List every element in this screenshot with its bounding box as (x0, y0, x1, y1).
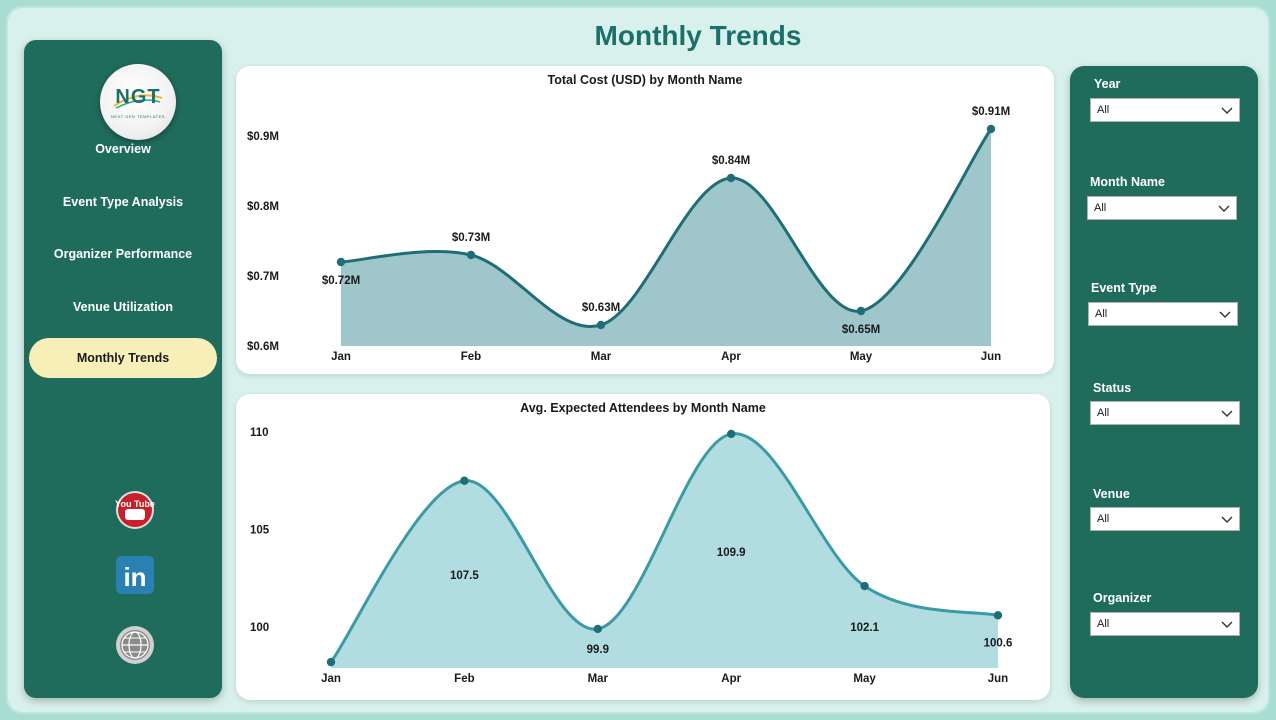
youtube-icon[interactable]: You Tube (115, 490, 155, 530)
nav-item-monthly-trends[interactable]: Monthly Trends (29, 338, 217, 378)
filter-label-organizer: Organizer (1093, 591, 1152, 605)
data-point-jun (993, 611, 1003, 620)
y-tick-label: 100 (250, 622, 269, 634)
x-tick-label-apr: Apr (721, 351, 741, 363)
globe-icon[interactable] (115, 625, 155, 665)
x-tick-label-mar: Mar (591, 351, 612, 363)
nav-item-organizer-performance[interactable]: Organizer Performance (53, 247, 193, 261)
organizer-dropdown[interactable]: All (1090, 612, 1240, 636)
data-point-may (860, 581, 869, 591)
attendees-chart-card: Avg. Expected Attendees by Month Name 11… (236, 394, 1050, 700)
data-label-apr: $0.84M (712, 155, 750, 167)
data-label-jan: $0.72M (322, 275, 360, 287)
nav-item-event-type-analysis[interactable]: Event Type Analysis (62, 195, 184, 209)
page-title: Monthly Trends (594, 20, 802, 51)
x-tick-label-jan: Jan (321, 673, 341, 685)
event-type-dropdown-value: All (1095, 308, 1108, 320)
y-tick-label: $0.8M (247, 201, 279, 213)
chevron-down-icon (1221, 516, 1233, 523)
area-fill (331, 433, 998, 668)
data-label-feb: $0.73M (452, 232, 490, 244)
attendees-chart-title: Avg. Expected Attendees by Month Name (520, 401, 766, 415)
chevron-down-icon (1221, 410, 1233, 417)
status-dropdown[interactable]: All (1090, 401, 1240, 425)
linkedin-label: in (123, 562, 146, 592)
filter-label-venue: Venue (1093, 487, 1130, 501)
x-tick-label-may: May (853, 673, 876, 685)
y-tick-label: $0.9M (247, 131, 279, 143)
data-point-feb (460, 476, 469, 485)
data-label-mar: 99.9 (587, 644, 609, 656)
y-tick-label: $0.7M (247, 271, 279, 283)
data-point-jan (326, 657, 336, 667)
logo-swoosh-icon (113, 94, 163, 109)
organizer-dropdown-value: All (1097, 618, 1110, 630)
x-tick-label-jun: Jun (988, 673, 1008, 685)
x-tick-label-feb: Feb (454, 673, 474, 685)
logo-text: NGT (115, 86, 161, 108)
venue-dropdown-value: All (1097, 513, 1110, 525)
chevron-down-icon (1219, 311, 1231, 318)
month-name-dropdown[interactable]: All (1087, 196, 1237, 220)
y-tick-label: $0.6M (247, 341, 279, 353)
cost-chart-title: Total Cost (USD) by Month Name (547, 73, 743, 87)
cost-chart-card: Total Cost (USD) by Month Name $0.9M $0.8… (236, 66, 1054, 374)
linkedin-icon[interactable]: in (115, 555, 155, 595)
filter-label-month-name: Month Name (1090, 175, 1165, 189)
status-dropdown-value: All (1097, 407, 1110, 419)
data-point-jun (986, 124, 996, 134)
data-label-jun: $0.91M (972, 106, 1010, 118)
year-dropdown-value: All (1097, 104, 1110, 116)
data-point-jan (336, 257, 346, 267)
x-tick-label-jan: Jan (331, 351, 351, 363)
data-label-apr: 109.9 (717, 547, 746, 559)
event-type-dropdown[interactable]: All (1088, 302, 1238, 326)
data-label-mar: $0.63M (582, 302, 620, 314)
nav-item-overview[interactable]: Overview (95, 142, 151, 156)
filter-label-status: Status (1093, 381, 1132, 395)
youtube-badge (125, 509, 145, 520)
nav-item-venue-utilization[interactable]: Venue Utilization (72, 300, 173, 314)
data-point-may (856, 306, 866, 316)
data-label-may: $0.65M (842, 324, 880, 336)
x-tick-label-mar: Mar (588, 673, 609, 685)
chevron-down-icon (1221, 621, 1233, 628)
cost-area-chart[interactable]: $0.9M $0.8M $0.7M $0.6M Jan Feb Mar Apr May Jun $0… (236, 66, 1054, 374)
youtube-label-you: You Tube (115, 499, 155, 509)
chevron-down-icon (1221, 107, 1233, 114)
data-point-apr (727, 429, 736, 439)
data-label-jun: 100.6 (984, 637, 1013, 649)
x-tick-label-feb: Feb (461, 351, 481, 363)
left-nav-panel: NGT NEXT GEN TEMPLATES Overview Event Ty… (24, 40, 222, 698)
x-tick-label-jun: Jun (981, 351, 1001, 363)
data-label-may: 102.1 (850, 622, 879, 634)
x-tick-label-apr: Apr (721, 673, 741, 685)
attendees-area-chart[interactable]: 110 105 100 Jan Feb Mar Apr May Jun 107.5 99.9 109.… (236, 394, 1050, 700)
year-dropdown[interactable]: All (1090, 98, 1240, 122)
data-label-feb: 107.5 (450, 570, 479, 582)
data-point-feb (466, 250, 476, 260)
chevron-down-icon (1218, 205, 1230, 212)
y-tick-label: 105 (250, 525, 270, 537)
y-tick-label: 110 (250, 427, 269, 439)
filter-label-year: Year (1094, 77, 1121, 91)
data-point-mar (593, 624, 602, 634)
logo: NGT NEXT GEN TEMPLATES (100, 64, 176, 140)
data-point-mar (596, 320, 606, 330)
x-tick-label-may: May (850, 351, 873, 363)
area-fill (341, 129, 991, 346)
month-name-dropdown-value: All (1094, 202, 1107, 214)
logo-subtext: NEXT GEN TEMPLATES (111, 114, 165, 119)
data-point-apr (726, 173, 736, 183)
filter-panel: Year All Month Name All Event Type All S… (1070, 66, 1258, 698)
venue-dropdown[interactable]: All (1090, 507, 1240, 531)
filter-label-event-type: Event Type (1091, 281, 1157, 295)
